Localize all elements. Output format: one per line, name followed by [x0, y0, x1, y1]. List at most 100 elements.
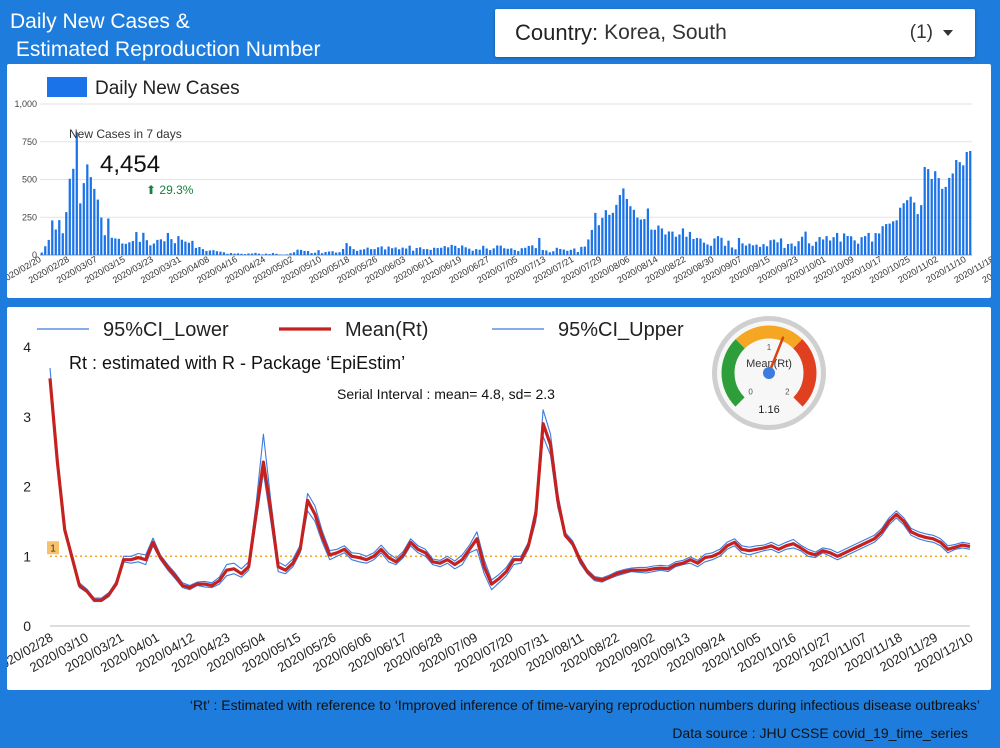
bar — [433, 247, 436, 255]
bar — [814, 241, 818, 255]
bar — [496, 245, 499, 255]
bar — [334, 252, 338, 255]
bar — [499, 245, 502, 255]
gauge-tick-label: 2 — [785, 387, 790, 396]
bar — [475, 249, 478, 255]
rt-method-annotation: Rt : estimated with R - Package ‘EpiEsti… — [69, 353, 405, 373]
bar — [671, 231, 674, 255]
bar — [159, 239, 163, 255]
bar — [653, 229, 657, 255]
bar — [362, 249, 366, 255]
bar — [485, 248, 488, 255]
bar — [93, 188, 96, 255]
bar — [804, 231, 807, 255]
bar — [587, 239, 590, 255]
bar — [878, 233, 881, 255]
bar — [741, 243, 744, 255]
bar — [426, 249, 429, 255]
bar — [590, 229, 593, 255]
bar — [832, 237, 835, 255]
bar — [478, 249, 481, 255]
bar — [930, 178, 933, 255]
bar — [755, 244, 758, 255]
country-label: Country: — [515, 20, 599, 45]
bar — [100, 217, 103, 255]
bar — [289, 253, 292, 255]
bar — [331, 251, 334, 255]
bar — [198, 246, 201, 255]
dropdown-arrow-icon[interactable] — [943, 30, 953, 36]
bar — [618, 195, 621, 255]
bar — [317, 250, 320, 255]
bar — [531, 245, 534, 255]
bar — [191, 240, 194, 255]
bar — [786, 243, 790, 255]
legend-swatch-daily-new-cases — [47, 77, 87, 97]
bar — [685, 236, 688, 255]
bar — [61, 233, 64, 255]
data-source: Data source : JHU CSSE covid_19_time_ser… — [672, 725, 968, 741]
country-selector[interactable]: Country: Korea, South (1) — [495, 9, 975, 57]
bar — [72, 168, 75, 255]
bar — [429, 249, 432, 255]
rt-gauge: 0 1 2 Mean(Rt) 1.16 — [712, 316, 826, 430]
bar — [233, 253, 236, 255]
bar — [103, 235, 106, 255]
bar — [709, 245, 713, 255]
bar — [303, 250, 306, 255]
bar — [510, 248, 513, 255]
rt-ytick-label: 3 — [23, 409, 31, 425]
bar — [629, 206, 632, 255]
bar — [492, 248, 495, 255]
bar — [692, 238, 695, 255]
bar — [187, 242, 191, 255]
bar — [320, 253, 324, 255]
bar — [667, 231, 671, 255]
bar — [818, 237, 821, 255]
bar-ytick-label: 1,000 — [14, 99, 37, 109]
bar — [250, 253, 254, 255]
bar — [65, 212, 68, 255]
bar — [173, 243, 177, 255]
bar — [348, 246, 352, 255]
bar — [415, 248, 418, 255]
bar — [292, 252, 296, 255]
bar — [839, 241, 842, 255]
bar — [611, 212, 614, 255]
bar — [762, 244, 765, 255]
rt-ytick-label: 4 — [23, 339, 31, 355]
bar — [720, 237, 723, 255]
bar — [706, 244, 709, 255]
bar — [846, 235, 849, 255]
bar — [222, 252, 226, 255]
bar — [373, 249, 376, 255]
rt-ytick-label: 2 — [23, 479, 31, 495]
rt-ytick-label: 0 — [23, 618, 31, 634]
legend-label-95-ci-upper: 95%CI_Upper — [558, 319, 684, 341]
gauge-tick-label: 0 — [748, 387, 753, 396]
bar — [135, 232, 138, 255]
bar — [461, 245, 464, 255]
bar — [734, 249, 737, 255]
bar — [457, 248, 460, 255]
bar — [597, 225, 600, 255]
bar — [75, 132, 78, 255]
series-line-mean-rt — [48, 378, 971, 602]
bar — [468, 248, 471, 255]
bar — [117, 238, 120, 255]
bar — [688, 231, 692, 255]
bar — [909, 196, 912, 255]
bar — [702, 242, 706, 255]
bar — [913, 202, 916, 255]
bar — [391, 248, 394, 255]
bar — [271, 253, 275, 255]
bar — [674, 236, 678, 255]
bar — [748, 243, 751, 255]
bar — [513, 249, 516, 255]
bar — [464, 247, 467, 255]
bar — [82, 183, 85, 255]
bar — [201, 249, 205, 255]
bar — [422, 249, 425, 255]
bar — [114, 238, 117, 255]
